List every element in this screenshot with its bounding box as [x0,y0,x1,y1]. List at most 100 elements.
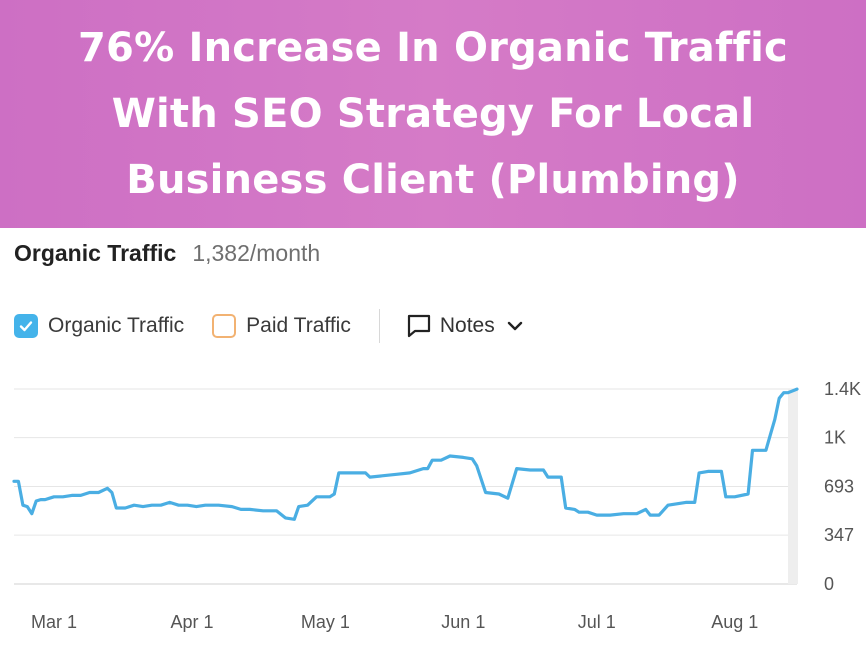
notes-dropdown[interactable]: Notes [406,313,523,339]
data-point [133,504,135,506]
data-point [725,496,727,498]
data-point [169,501,171,503]
paid-traffic-checkbox[interactable] [212,314,237,338]
data-point [449,455,451,457]
data-point [262,510,264,512]
data-point [560,476,562,478]
data-point [516,468,518,470]
y-tick-label: 347 [824,525,854,545]
data-point [249,508,251,510]
x-tick-label: Jul 1 [578,612,616,632]
data-point [204,504,206,506]
data-point [80,494,82,496]
organic-traffic-chart: 0 347 693 1K 1.4K Mar 1 Apr 1 May 1 Jun 1 Jul 1 A… [12,379,861,632]
data-point [720,470,723,472]
data-point [26,506,28,508]
data-point [89,491,91,494]
banner-title-line-1: 76% Increase In Organic Traffic [78,25,788,71]
data-point [547,476,549,478]
data-point [542,469,545,471]
y-tick-label: 693 [824,477,854,497]
data-point [507,497,509,499]
data-point [774,418,776,420]
chart-header: Organic Traffic 1,382/month [14,240,320,274]
data-point [49,497,51,499]
data-point [609,514,611,516]
data-point [431,459,433,461]
data-point [111,491,113,494]
data-point [44,499,46,501]
data-point [115,507,117,509]
data-point [240,508,242,510]
plot-area [12,387,799,584]
data-point [529,469,531,471]
data-point [694,501,696,503]
banner-title-line-3: Business Client (Plumbing) [126,157,740,203]
x-tick-label: Aug 1 [711,612,758,632]
data-point [231,506,233,508]
data-point [307,504,309,506]
banner-title-line-2: With SEO Strategy For Local [111,91,755,137]
check-icon [19,321,33,332]
data-point [35,500,37,502]
data-point [382,475,384,477]
chart-title: Organic Traffic [14,240,177,266]
chevron-down-icon [507,321,522,331]
data-point [284,517,286,519]
data-point [195,506,197,508]
data-point [293,518,295,520]
data-point [649,514,651,516]
data-point [751,449,754,451]
data-point [471,458,473,460]
organic-traffic-checkbox[interactable] [14,314,38,338]
data-point [485,491,487,494]
data-point [578,511,580,513]
data-point [142,506,144,508]
data-point [422,468,424,470]
data-point [329,496,331,498]
x-tick-label: Mar 1 [31,612,77,632]
data-point [160,504,162,506]
data-point [565,507,567,509]
data-point [498,493,500,495]
data-point [476,465,478,467]
data-point [685,501,687,503]
data-point [369,476,371,478]
data-point [178,504,180,506]
legend-organic-traffic[interactable]: Organic Traffic [14,314,184,338]
data-point [778,397,780,399]
data-point [31,513,33,515]
legend-toolbar: Organic Traffic Paid Traffic Notes [14,309,523,343]
grid-lines [14,388,797,585]
data-point [22,504,24,506]
data-point [298,506,300,508]
data-point [796,388,798,390]
x-axis: Mar 1 Apr 1 May 1 Jun 1 Jul 1 Aug 1 [31,612,758,632]
comment-icon [407,314,430,338]
data-point [62,496,64,498]
data-point [364,472,367,474]
data-point [783,392,785,394]
data-point [462,456,464,458]
data-point [275,510,278,512]
data-point [574,508,576,510]
y-tick-label: 0 [824,574,834,594]
y-tick-label: 1.4K [824,379,861,399]
traffic-metric: 1,382/month [192,240,321,266]
title-banner: 76% Increase In Organic Traffic With SEO… [0,0,866,228]
data-point [440,459,442,461]
data-point [769,434,771,436]
data-point [124,507,126,509]
x-tick-label: May 1 [301,612,350,632]
x-tick-label: Apr 1 [170,612,213,632]
data-point [315,496,318,498]
data-point [333,493,335,495]
organic-traffic-line [12,387,799,521]
notes-label: Notes [439,314,495,337]
data-point [658,514,660,516]
y-axis: 0 347 693 1K 1.4K [824,379,861,594]
legend-paid-traffic[interactable]: Paid Traffic [212,314,351,338]
data-point [698,472,700,474]
data-point [396,473,398,475]
data-point [53,496,55,498]
